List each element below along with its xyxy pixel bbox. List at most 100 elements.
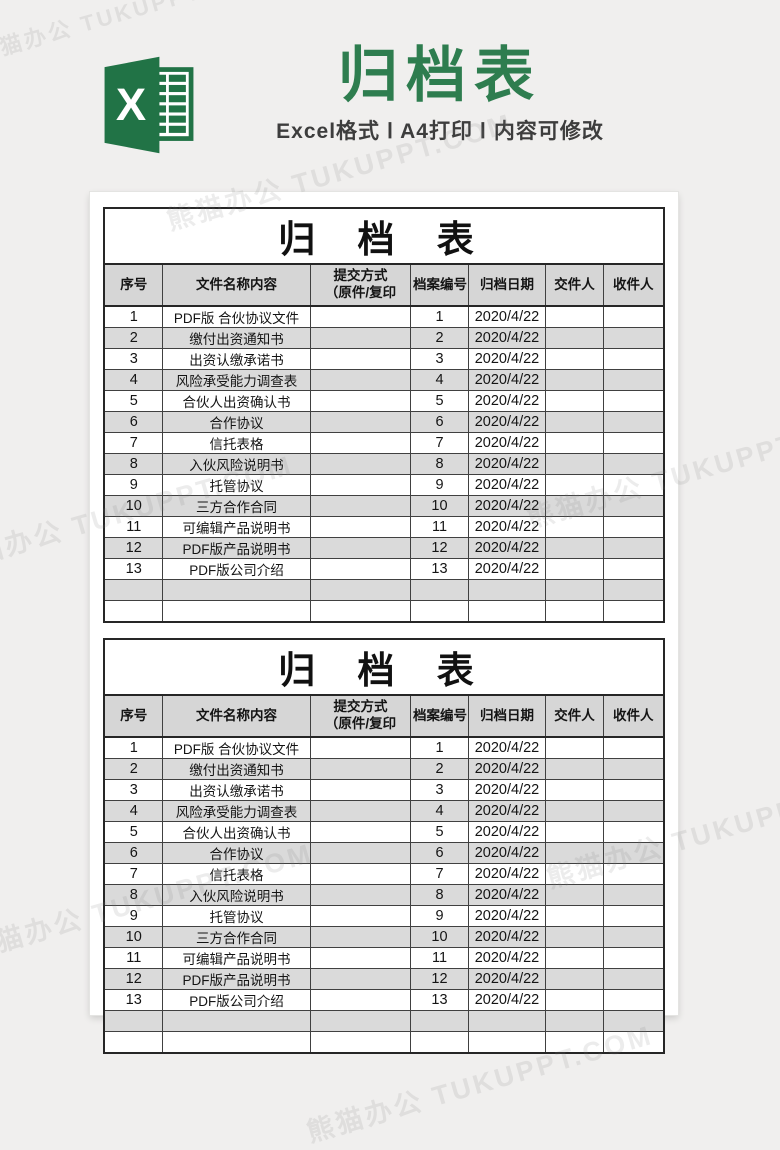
cell-name: PDF版公司介绍 [161, 558, 311, 580]
cell-file-no: 1 [409, 305, 469, 328]
cell-method [309, 327, 411, 349]
table-title: 归 档 表 [103, 207, 665, 265]
cell-submitter [544, 821, 604, 843]
cell-no: 1 [103, 305, 163, 328]
column-header: 序号 [103, 263, 163, 307]
cell-submitter [544, 558, 604, 580]
cell-receiver [602, 432, 665, 454]
cell-file-no: 2 [409, 758, 469, 780]
table-row: 7 信托表格 7 2020/4/22 [103, 863, 665, 885]
cell-submitter [544, 305, 604, 328]
cell-date: 2020/4/22 [467, 495, 546, 517]
cell-receiver [602, 968, 665, 990]
cell-receiver [602, 327, 665, 349]
empty-cell [467, 579, 546, 601]
cell-date: 2020/4/22 [467, 863, 546, 885]
cell-file-no: 10 [409, 495, 469, 517]
cell-file-no: 11 [409, 516, 469, 538]
cell-submitter [544, 779, 604, 801]
column-header: 档案编号 [409, 694, 469, 738]
excel-x-letter: X [116, 79, 146, 130]
cell-file-no: 12 [409, 968, 469, 990]
cell-file-no: 4 [409, 369, 469, 391]
table-row: 1 PDF版 合伙协议文件 1 2020/4/22 [103, 736, 665, 759]
page-subtitle: Excel格式 Ⅰ A4打印 Ⅰ 内容可修改 [276, 120, 604, 144]
cell-date: 2020/4/22 [467, 432, 546, 454]
column-header: 交件人 [544, 263, 604, 307]
cell-no: 11 [103, 947, 163, 969]
cell-submitter [544, 432, 604, 454]
empty-cell [602, 600, 665, 623]
empty-cell [409, 579, 469, 601]
cell-file-no: 11 [409, 947, 469, 969]
cell-date: 2020/4/22 [467, 369, 546, 391]
cell-no: 2 [103, 758, 163, 780]
column-header: 交件人 [544, 694, 604, 738]
cell-name: 信托表格 [161, 432, 311, 454]
cell-name: 合作协议 [161, 411, 311, 433]
cell-name: 可编辑产品说明书 [161, 516, 311, 538]
cell-receiver [602, 411, 665, 433]
cell-no: 10 [103, 926, 163, 948]
column-header-line: 提交方式 [333, 699, 388, 715]
cell-date: 2020/4/22 [467, 989, 546, 1011]
cell-no: 10 [103, 495, 163, 517]
cell-name: 风险承受能力调查表 [161, 800, 311, 822]
table-row: 3 出资认缴承诺书 3 2020/4/22 [103, 779, 665, 801]
cell-name: 入伙风险说明书 [161, 453, 311, 475]
cell-submitter [544, 863, 604, 885]
column-header-line: （原件/复印 [324, 285, 397, 300]
cell-no: 3 [103, 779, 163, 801]
table-row: 5 合伙人出资确认书 5 2020/4/22 [103, 821, 665, 843]
cell-submitter [544, 842, 604, 864]
cell-date: 2020/4/22 [467, 327, 546, 349]
cell-name: PDF版产品说明书 [161, 968, 311, 990]
table-row: 4 风险承受能力调查表 4 2020/4/22 [103, 800, 665, 822]
cell-date: 2020/4/22 [467, 474, 546, 496]
cell-receiver [602, 884, 665, 906]
cell-method [309, 558, 411, 580]
cell-no: 6 [103, 411, 163, 433]
cell-method [309, 884, 411, 906]
cell-no: 3 [103, 348, 163, 370]
table-row: 9 托管协议 9 2020/4/22 [103, 905, 665, 927]
cell-receiver [602, 842, 665, 864]
cell-file-no: 6 [409, 842, 469, 864]
cell-submitter [544, 474, 604, 496]
table-row: 12 PDF版产品说明书 12 2020/4/22 [103, 537, 665, 559]
empty-cell [544, 579, 604, 601]
cell-method [309, 411, 411, 433]
cell-date: 2020/4/22 [467, 821, 546, 843]
empty-cell [602, 1010, 665, 1032]
empty-cell [103, 579, 163, 601]
cell-name: 缴付出资通知书 [161, 327, 311, 349]
empty-cell [161, 579, 311, 601]
cell-file-no: 4 [409, 800, 469, 822]
cell-method [309, 947, 411, 969]
table-row: 13 PDF版公司介绍 13 2020/4/22 [103, 558, 665, 580]
archive-table-wrap: 归 档 表序号 文件名称内容 提交方式 （原件/复印 档案编号 归档日期 交件人 收件人 1 PD… [90, 207, 678, 623]
table-title-row: 归 档 表 [103, 638, 665, 696]
cell-file-no: 9 [409, 905, 469, 927]
cell-receiver [602, 947, 665, 969]
cell-date: 2020/4/22 [467, 411, 546, 433]
cell-submitter [544, 327, 604, 349]
cell-no: 7 [103, 863, 163, 885]
cell-method [309, 821, 411, 843]
cell-name: 托管协议 [161, 474, 311, 496]
cell-name: 入伙风险说明书 [161, 884, 311, 906]
cell-name: 风险承受能力调查表 [161, 369, 311, 391]
column-header: 文件名称内容 [161, 694, 311, 738]
table-row: 4 风险承受能力调查表 4 2020/4/22 [103, 369, 665, 391]
empty-row [103, 1010, 665, 1032]
cell-name: PDF版 合伙协议文件 [161, 305, 311, 328]
table-row: 2 缴付出资通知书 2 2020/4/22 [103, 327, 665, 349]
empty-cell [467, 600, 546, 623]
column-header: 档案编号 [409, 263, 469, 307]
cell-name: 缴付出资通知书 [161, 758, 311, 780]
cell-receiver [602, 453, 665, 475]
cell-receiver [602, 348, 665, 370]
empty-cell [544, 600, 604, 623]
cell-name: PDF版 合伙协议文件 [161, 736, 311, 759]
cell-submitter [544, 989, 604, 1011]
